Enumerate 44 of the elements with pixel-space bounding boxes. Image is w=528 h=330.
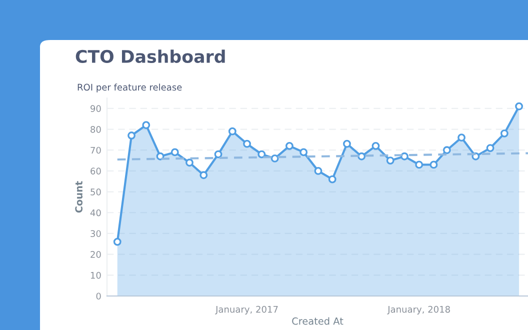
point <box>458 134 466 142</box>
y-tick-label: 20 <box>90 251 101 258</box>
y-tick-label: 10 <box>90 272 101 279</box>
point <box>358 152 366 160</box>
point <box>486 144 494 152</box>
point <box>214 150 222 158</box>
point <box>500 129 508 138</box>
x-axis-title: Created At <box>292 317 344 325</box>
x-tick-label: January, 2018 <box>387 306 450 314</box>
point <box>285 142 294 150</box>
point <box>200 171 208 180</box>
y-tick-label: 50 <box>90 188 101 196</box>
point <box>386 156 394 164</box>
point <box>343 140 351 148</box>
y-tick-label: 90 <box>90 105 101 112</box>
point <box>314 166 322 175</box>
point <box>258 150 266 158</box>
point <box>270 154 279 162</box>
point <box>442 146 451 154</box>
point <box>156 152 164 160</box>
y-tick-label: 60 <box>90 168 101 175</box>
point <box>170 148 179 156</box>
y-tick-label: 40 <box>90 209 101 216</box>
y-tick-label: 30 <box>90 230 101 238</box>
point <box>415 160 424 169</box>
point <box>113 238 122 246</box>
y-tick-label: 70 <box>90 146 101 154</box>
x-tick-label: January, 2017 <box>215 306 278 314</box>
point <box>128 132 136 140</box>
point <box>300 148 308 156</box>
y-tick-label: 80 <box>90 126 101 133</box>
y-tick-label: 0 <box>96 292 101 300</box>
point <box>400 152 408 160</box>
point <box>430 160 438 169</box>
chart-title: CTO Dashboard <box>76 50 225 64</box>
point <box>515 102 524 110</box>
point <box>243 140 251 148</box>
point <box>186 158 194 167</box>
point <box>142 121 150 130</box>
point <box>328 175 336 184</box>
chart-subtitle: ROI per feature release <box>78 84 182 92</box>
point <box>372 142 380 150</box>
y-axis-title: Count <box>75 181 83 213</box>
point <box>228 127 236 136</box>
